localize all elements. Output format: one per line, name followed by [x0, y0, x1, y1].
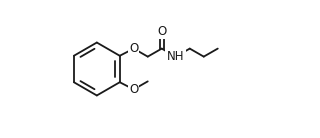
- Text: O: O: [129, 83, 138, 96]
- Text: O: O: [129, 42, 138, 55]
- Text: NH: NH: [167, 50, 185, 63]
- Text: O: O: [157, 25, 166, 38]
